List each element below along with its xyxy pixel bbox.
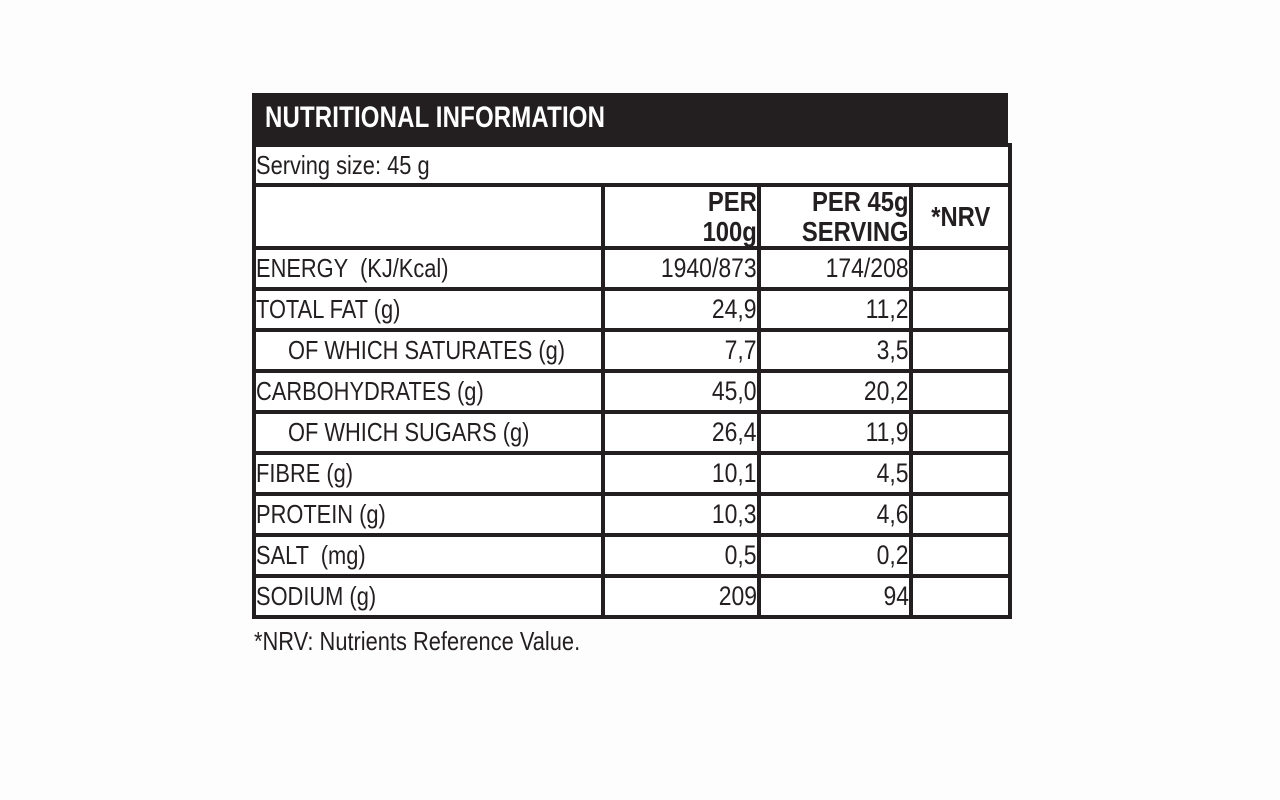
nrv-cell [908, 246, 1013, 291]
nutrient-label: ENERGY (KJ/Kcal) [256, 253, 449, 283]
per-100g-value: 0,5 [725, 540, 757, 570]
nrv-cell [908, 328, 1013, 373]
nutrient-label: SODIUM (g) [256, 581, 377, 611]
per-100g-value: 10,1 [712, 458, 757, 488]
per-100g-cell: 10,3 [601, 492, 761, 537]
per-serving-value: 4,6 [877, 499, 909, 529]
nrv-cell [908, 492, 1013, 537]
nutrient-label-cell: OF WHICH SUGARS (g) [252, 410, 605, 455]
table-row-salt: SALT (mg) 0,5 0,2 [252, 533, 1013, 578]
per-100g-cell: 24,9 [601, 287, 761, 332]
per-100g-cell: 0,5 [601, 533, 761, 578]
column-header-row: PER 100g PER 45g SERVING *NRV [252, 183, 1013, 250]
per-serving-value: 174/208 [826, 253, 909, 283]
nutrition-table: Serving size: 45 g PER 100g PER 45g SERV… [251, 143, 1013, 619]
nutrient-label: CARBOHYDRATES (g) [256, 376, 484, 406]
nrv-cell [908, 410, 1013, 455]
per-100g-value: 24,9 [712, 294, 757, 324]
per-serving-cell: 4,6 [757, 492, 913, 537]
per-serving-cell: 174/208 [757, 246, 913, 291]
nrv-footnote-text: *NRV: Nutrients Reference Value. [254, 626, 581, 656]
nrv-cell [908, 533, 1013, 578]
nutrition-label: NUTRITIONAL INFORMATION Serving size: 45… [251, 93, 1013, 657]
per-serving-cell: 0,2 [757, 533, 913, 578]
per-serving-cell: 4,5 [757, 451, 913, 496]
page-title: NUTRITIONAL INFORMATION [265, 101, 606, 134]
per-serving-value: 0,2 [877, 540, 909, 570]
per-serving-value: 20,2 [864, 376, 909, 406]
column-header-nrv: *NRV [908, 183, 1013, 250]
per-100g-value: 1940/873 [661, 253, 757, 283]
column-header-per-100g: PER 100g [601, 183, 761, 250]
per-serving-value: 94 [883, 581, 909, 611]
title-bar: NUTRITIONAL INFORMATION [252, 93, 1008, 143]
table-row-saturates: OF WHICH SATURATES (g) 7,7 3,5 [252, 328, 1013, 373]
nutrient-label: PROTEIN (g) [256, 499, 386, 529]
table-row-total-fat: TOTAL FAT (g) 24,9 11,2 [252, 287, 1013, 332]
nutrient-label: OF WHICH SUGARS (g) [288, 417, 530, 447]
nrv-cell [908, 574, 1013, 619]
nrv-cell [908, 451, 1013, 496]
column-header-nrv-text: *NRV [930, 200, 991, 232]
per-100g-value: 7,7 [725, 335, 757, 365]
serving-size-text: Serving size: 45 g [256, 149, 430, 180]
nutrient-label-cell: SODIUM (g) [252, 574, 605, 619]
table-row-fibre: FIBRE (g) 10,1 4,5 [252, 451, 1013, 496]
nutrient-label: TOTAL FAT (g) [256, 294, 401, 324]
nutrient-label-cell: ENERGY (KJ/Kcal) [252, 246, 605, 291]
per-100g-cell: 7,7 [601, 328, 761, 373]
column-header-per-serving-text: PER 45g SERVING [802, 186, 909, 247]
nutrient-label: SALT (mg) [256, 540, 366, 570]
per-100g-value: 45,0 [712, 376, 757, 406]
per-100g-value: 10,3 [712, 499, 757, 529]
per-100g-cell: 26,4 [601, 410, 761, 455]
per-serving-value: 11,9 [866, 417, 909, 447]
nutrient-label: FIBRE (g) [256, 458, 354, 488]
column-header-per-100g-text: PER 100g [702, 186, 757, 247]
per-serving-value: 4,5 [877, 458, 909, 488]
table-row-energy: ENERGY (KJ/Kcal) 1940/873 174/208 [252, 246, 1013, 291]
per-100g-value: 209 [718, 581, 757, 611]
per-100g-cell: 45,0 [601, 369, 761, 414]
per-serving-cell: 11,9 [757, 410, 913, 455]
nutrient-label-cell: TOTAL FAT (g) [252, 287, 605, 332]
table-row-sodium: SODIUM (g) 209 94 [252, 574, 1013, 619]
nutrient-label-cell: OF WHICH SATURATES (g) [252, 328, 605, 373]
column-header-per-serving: PER 45g SERVING [757, 183, 913, 250]
per-100g-cell: 1940/873 [601, 246, 761, 291]
nutrient-label: OF WHICH SATURATES (g) [288, 335, 566, 365]
nutrient-label-cell: PROTEIN (g) [252, 492, 605, 537]
per-serving-cell: 20,2 [757, 369, 913, 414]
nrv-cell [908, 287, 1013, 332]
table-row-protein: PROTEIN (g) 10,3 4,6 [252, 492, 1013, 537]
table-row-carbohydrates: CARBOHYDRATES (g) 45,0 20,2 [252, 369, 1013, 414]
per-serving-cell: 11,2 [757, 287, 913, 332]
nutrient-label-cell: CARBOHYDRATES (g) [252, 369, 605, 414]
column-header-blank [252, 183, 605, 250]
per-100g-cell: 209 [601, 574, 761, 619]
serving-size-cell: Serving size: 45 g [251, 143, 1013, 187]
serving-size-row: Serving size: 45 g [251, 143, 1013, 187]
per-serving-cell: 94 [757, 574, 913, 619]
per-100g-value: 26,4 [712, 417, 757, 447]
nutrient-label-cell: SALT (mg) [252, 533, 605, 578]
table-row-sugars: OF WHICH SUGARS (g) 26,4 11,9 [252, 410, 1013, 455]
nutrient-label-cell: FIBRE (g) [252, 451, 605, 496]
per-serving-cell: 3,5 [757, 328, 913, 373]
nrv-footnote: *NRV: Nutrients Reference Value. [252, 626, 1008, 657]
per-100g-cell: 10,1 [601, 451, 761, 496]
per-serving-value: 3,5 [877, 335, 909, 365]
per-serving-value: 11,2 [866, 294, 909, 324]
nrv-cell [908, 369, 1013, 414]
